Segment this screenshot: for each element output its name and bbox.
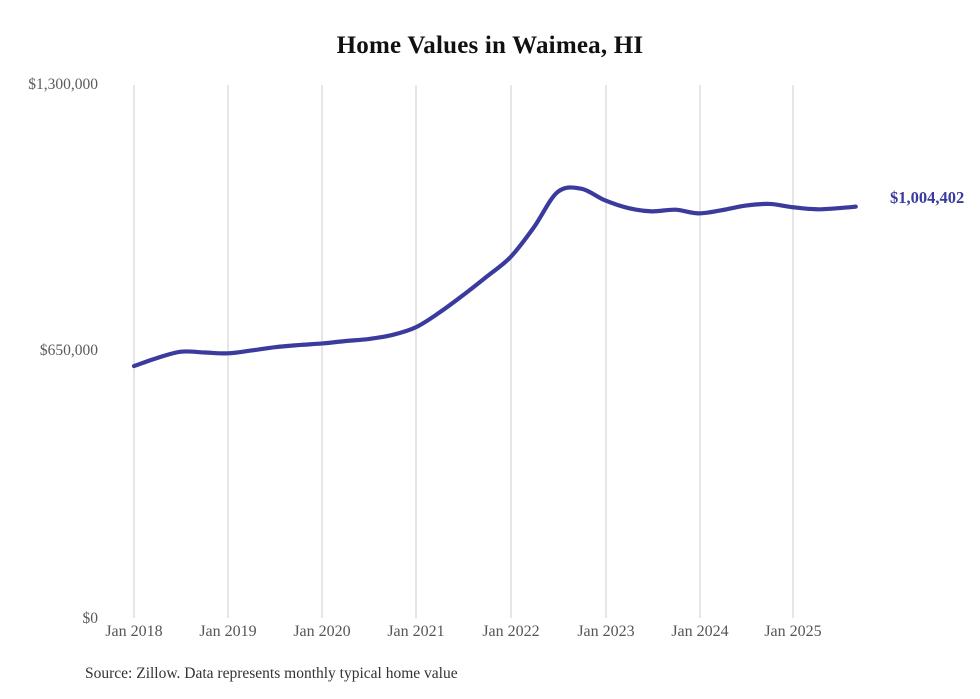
xtick-label-2022: Jan 2022 xyxy=(482,623,540,640)
xtick-label-2021: Jan 2021 xyxy=(387,623,445,640)
xtick-label-2018: Jan 2018 xyxy=(105,623,163,640)
chart-title: Home Values in Waimea, HI xyxy=(336,32,644,59)
xtick-label-2020: Jan 2020 xyxy=(293,623,351,640)
xtick-label-2024: Jan 2024 xyxy=(671,623,729,640)
series-endpoint-value-label: $1,004,402 xyxy=(890,188,965,207)
ytick-label-bottom: $0 xyxy=(82,610,99,627)
ytick-label-top: $1,300,000 xyxy=(28,76,98,93)
xtick-label-2019: Jan 2019 xyxy=(199,623,257,640)
xtick-label-2023: Jan 2023 xyxy=(577,623,635,640)
ytick-label-mid: $650,000 xyxy=(39,342,98,359)
data-series-line xyxy=(131,185,858,369)
source-note: Source: Zillow. Data represents monthly … xyxy=(85,665,458,682)
xtick-label-2025: Jan 2025 xyxy=(764,623,822,640)
